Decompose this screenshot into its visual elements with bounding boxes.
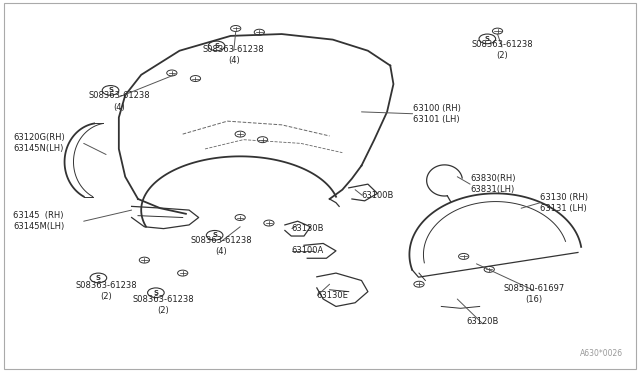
Circle shape [208, 41, 225, 51]
Text: 63130B: 63130B [291, 224, 324, 233]
Text: 63145  (RH)
63145M(LH): 63145 (RH) 63145M(LH) [13, 211, 65, 231]
Text: S08363-61238
(4): S08363-61238 (4) [190, 236, 252, 256]
Text: 63120G(RH)
63145N(LH): 63120G(RH) 63145N(LH) [13, 133, 65, 153]
Text: S08363-61238
(2): S08363-61238 (2) [76, 280, 137, 301]
Text: S08510-61697
(16): S08510-61697 (16) [503, 284, 564, 304]
Text: 63120B: 63120B [467, 317, 499, 326]
Text: S08363-61238
(2): S08363-61238 (2) [132, 295, 195, 315]
Circle shape [90, 273, 107, 283]
Text: S: S [96, 275, 101, 281]
Circle shape [206, 231, 223, 240]
Circle shape [148, 288, 164, 298]
Text: 63100A: 63100A [291, 246, 323, 255]
Text: 63130 (RH)
63131 (LH): 63130 (RH) 63131 (LH) [540, 193, 588, 213]
Text: 63100 (RH)
63101 (LH): 63100 (RH) 63101 (LH) [413, 104, 460, 124]
Text: 63130E: 63130E [317, 291, 349, 300]
Text: S08363-61238
(4): S08363-61238 (4) [88, 92, 150, 112]
Text: S: S [214, 43, 219, 49]
Text: S: S [485, 36, 490, 42]
Text: S08363-61238
(4): S08363-61238 (4) [203, 45, 264, 65]
Circle shape [102, 86, 119, 95]
Text: S: S [154, 290, 158, 296]
Text: 63100B: 63100B [362, 191, 394, 200]
Text: 63830(RH)
63831(LH): 63830(RH) 63831(LH) [470, 174, 516, 194]
Text: S: S [212, 232, 217, 238]
Text: S08363-61238
(2): S08363-61238 (2) [471, 39, 533, 60]
Text: S: S [108, 87, 113, 93]
Text: A630*0026: A630*0026 [580, 349, 623, 358]
Circle shape [479, 34, 495, 44]
